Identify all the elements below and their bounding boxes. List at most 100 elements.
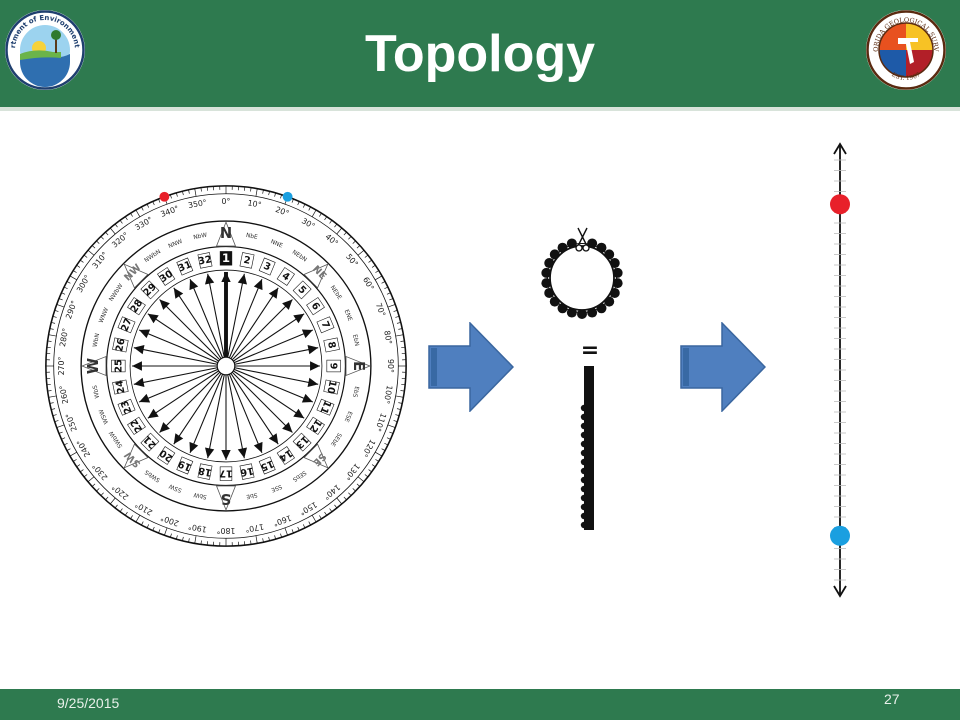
page-title: Topology [364,25,596,83]
ray-arrowhead [237,273,248,285]
compass-markers [159,191,293,202]
ray-number-box [306,416,325,435]
ray-arrowhead [133,344,145,355]
compass-point-label: NbW [193,233,208,242]
degree-tick [124,511,128,516]
degree-tick [348,236,352,240]
ray-arrowhead [159,422,170,433]
degree-tick [400,340,405,342]
compass-point-label: W [85,358,102,374]
degree-tick [284,527,288,536]
ray-number-box [140,280,160,300]
degree-tick [393,310,398,312]
svg-text:EST. 1907: EST. 1907 [890,71,921,82]
equals-symbol: = [581,338,599,362]
degree-label: 280° [58,327,70,347]
compass-point-label: SbE [245,491,257,499]
degree-tick [69,275,77,281]
ray-arrowhead [293,313,305,324]
point-marker [81,355,107,377]
ray-arrowhead [139,393,151,403]
compass-point-label: SSW [168,482,183,493]
degree-tick [61,437,66,440]
ray-number-box [140,432,160,452]
right-arrow-icon [428,322,514,412]
degree-tick [334,504,338,509]
degree-tick [80,259,84,263]
degree-tick [96,240,100,244]
compass-ray [147,365,227,419]
degree-tick [262,538,264,543]
compass-point-label: WbN [93,333,102,348]
degree-tick [384,442,389,446]
degree-tick [63,442,68,446]
ray-number-box [219,251,233,266]
ray-number: 32 [197,254,212,267]
ray-arrowhead [159,299,170,310]
degree-tick [109,227,116,235]
degree-tick [302,524,306,529]
degree-tick [63,286,68,290]
degree-label: 270° [57,356,66,375]
degree-tick [348,492,352,496]
degree-tick [83,254,88,258]
degree-tick [76,264,81,268]
degree-tick [329,508,333,512]
degree-tick [371,464,376,468]
footer-date: 9/25/2015 [57,695,120,711]
degree-tick [386,292,391,295]
scallop-bump [541,278,552,289]
degree-tick [188,189,190,194]
degree-tick [375,459,379,462]
point-marker [123,263,149,289]
arrow-up-icon [833,142,847,155]
ray-number: 25 [113,359,124,373]
ray-number: 8 [325,341,337,350]
scallop-bump [612,267,623,278]
degree-tick [164,527,168,536]
compass-ticks [45,185,407,547]
compass-point-label: N [220,225,232,242]
degree-tick [96,488,100,492]
degree-tick [135,515,141,523]
ray-number-box [316,398,335,416]
degree-tick [73,270,77,273]
cut-line-segment [580,366,594,530]
degree-label: 80° [382,330,393,345]
degree-tick [66,448,71,451]
ray-arrowhead [268,287,279,299]
degree-tick [319,515,322,519]
line-scallop [580,449,588,457]
ray-number-box [117,316,136,334]
compass-point-label: EbN [351,334,359,347]
compass-rays [132,272,320,460]
degree-tick [375,275,383,281]
degree-tick [302,203,306,208]
compass-ray [225,299,293,367]
degree-tick [114,223,118,228]
compass-ray [225,273,245,367]
red-point [830,194,850,215]
degree-tick [387,304,396,308]
degree-tick [311,209,317,217]
degree-tick [158,198,161,203]
ray-number: 19 [176,457,193,472]
ray-number: 3 [262,261,273,274]
line-scallop [580,467,588,475]
line-scallop [580,512,588,520]
ray-number: 23 [119,398,134,415]
degree-tick [51,408,56,410]
line-scallop [580,485,588,493]
degree-tick [105,231,109,236]
line-scallop [580,413,588,421]
degree-tick [395,414,400,416]
compass-point-label: NbE [245,233,258,241]
degree-tick [324,216,328,221]
degree-tick [274,535,276,540]
compass-ray [225,347,319,367]
cut-circle-icon [541,227,623,319]
compass-ray [189,365,227,454]
line-scallop [580,494,588,502]
degree-tick [381,281,386,284]
degree-tick [100,236,104,240]
